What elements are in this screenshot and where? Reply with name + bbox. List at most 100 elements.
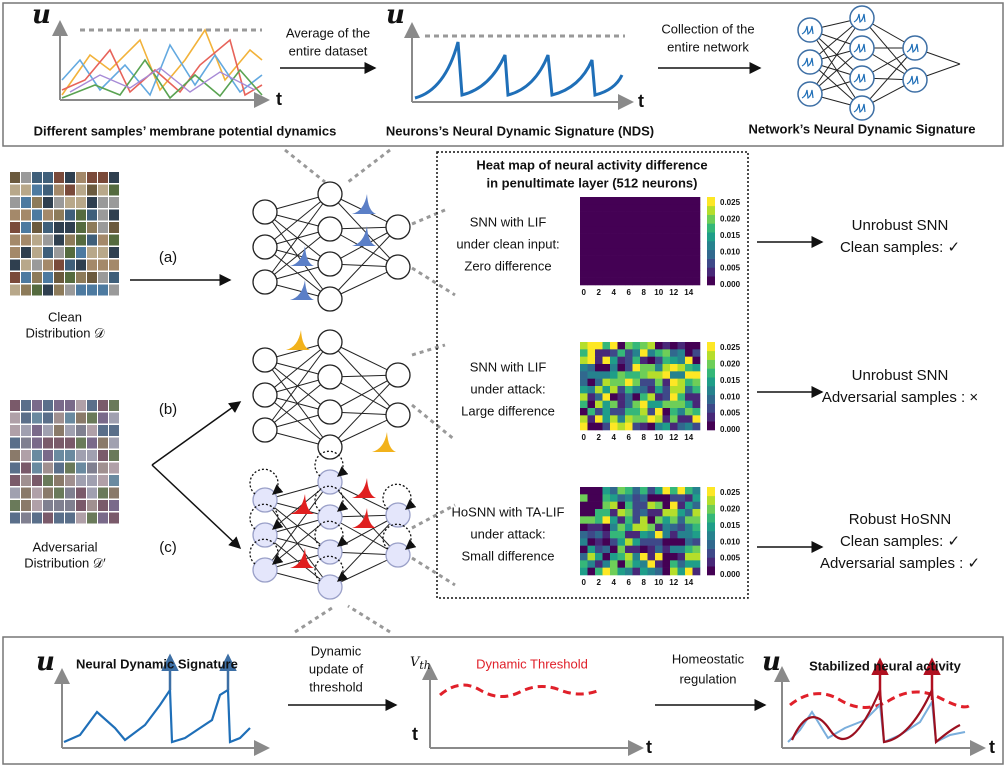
heatmap-cell [595,364,603,372]
heatmap-cell [610,197,618,205]
colorbar-segment [707,276,715,285]
x-tick-label: 6 [627,433,632,442]
sample-thumb [109,260,119,271]
neuron [850,96,874,120]
heatmap-cell [640,204,648,212]
case-label: (b) [159,401,177,418]
heatmap-cell [685,197,693,205]
heatmap-cell [663,234,671,242]
heatmap-cell [678,219,686,227]
neuron [318,365,342,389]
sample-thumb [87,425,97,436]
colorbar-segment [707,351,715,360]
outcome-text: Unrobust SNN [852,217,949,234]
heatmap-cell [670,342,678,350]
heatmap-cell [595,494,603,502]
sample-thumb [54,413,64,424]
heatmap-cell [580,386,588,394]
sample-thumb [76,285,86,296]
heatmap-cell [693,546,701,554]
heatmap-cell [580,234,588,242]
heatmap-cell [595,204,603,212]
heatmap-cell [625,415,633,423]
sample-thumb [76,488,86,499]
sample-thumb [76,450,86,461]
sample-thumb [87,235,97,246]
heatmap-cell [618,364,626,372]
heatmap-cell [618,342,626,350]
neuron [386,403,410,427]
heatmap-cell [618,494,626,502]
neuron [253,383,277,407]
heatmap-cell [640,408,648,416]
heatmap-cell [625,212,633,220]
sample-thumb [109,425,119,436]
axis-label: u [386,0,405,30]
colorbar-tick-label: 0.025 [720,343,741,352]
heatmap-cell [670,560,678,568]
heatmap-cell [663,516,671,524]
heatmap-cell [663,568,671,576]
sample-thumb [98,400,108,411]
x-tick-label: 14 [684,433,693,442]
heatmap-cell [678,386,686,394]
sample-thumb [65,413,75,424]
sample-thumb [43,425,53,436]
heatmap-cell [693,423,701,431]
heatmap-cell [588,546,596,554]
heatmap-cell [603,487,611,495]
x-tick-label: 14 [684,578,693,587]
heatmap-cell [678,278,686,286]
heatmap-cell [640,349,648,357]
x-tick-label: 8 [642,433,647,442]
heatmap-cell [685,401,693,409]
heatmap-cell [580,509,588,517]
heatmap-cell [678,379,686,387]
heatmap-cell [610,509,618,517]
sample-thumb [43,413,53,424]
curve-label: Dynamic Threshold [476,656,588,671]
heatmap-description: Zero difference [464,258,551,273]
colorbar-segment [707,549,715,558]
heatmap-cell [685,386,693,394]
heatmap-cell [655,516,663,524]
heatmap-cell [610,415,618,423]
sample-thumb [10,438,20,449]
sample-thumb [43,210,53,221]
sample-thumb [76,172,86,183]
sample-thumb [10,272,20,283]
heatmap-cell [678,509,686,517]
sample-thumb [109,488,119,499]
heatmap-cell [618,248,626,256]
neuron [253,270,277,294]
heatmap-cell [603,248,611,256]
heatmap-cell [618,204,626,212]
heatmap-cell [640,560,648,568]
heatmap-cell [685,263,693,271]
heatmap-cell [595,241,603,249]
heatmap-cell [633,494,641,502]
neuron [318,330,342,354]
heatmap-cell [625,234,633,242]
spike [286,330,310,350]
heatmap-cell [633,263,641,271]
heatmap-cell [663,256,671,264]
colorbar-segment [707,540,715,549]
heatmap-cell [603,560,611,568]
heatmap-cell [670,423,678,431]
heatmap-cell [670,553,678,561]
heatmap-cell [678,494,686,502]
spike [352,194,376,214]
sample-thumb [32,285,42,296]
heatmap-cell [580,531,588,539]
heatmap-cell [693,212,701,220]
sample-thumb [21,260,31,271]
heatmap-cell [618,401,626,409]
heatmap-cell [655,219,663,227]
heatmap-cell [633,270,641,278]
sample-thumb [87,413,97,424]
heatmap-cell [603,219,611,227]
heatmap-cell [685,204,693,212]
heatmap-cell [625,393,633,401]
neuron [386,543,410,567]
